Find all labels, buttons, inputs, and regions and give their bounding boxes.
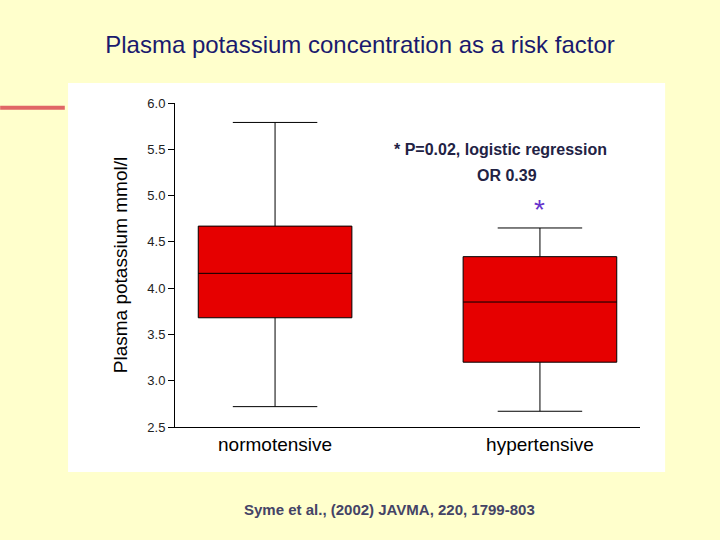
svg-text:3.0: 3.0 [147,373,165,388]
svg-text:2.5: 2.5 [147,420,165,435]
svg-text:* P=0.02, logistic regression: * P=0.02, logistic regression [394,141,607,158]
svg-text:4.5: 4.5 [147,234,165,249]
svg-text:Plasma potassium mmol/l: Plasma potassium mmol/l [110,157,131,373]
svg-text:4.0: 4.0 [147,281,165,296]
svg-text:*: * [534,194,545,225]
svg-text:6.0: 6.0 [147,96,165,111]
svg-text:OR 0.39: OR 0.39 [477,167,537,184]
svg-text:Syme et al., (2002) JAVMA, 220: Syme et al., (2002) JAVMA, 220, 1799-803 [244,501,535,518]
svg-text:hypertensive: hypertensive [486,434,594,455]
svg-text:Plasma potassium concentration: Plasma potassium concentration as a risk… [105,31,615,58]
svg-text:3.5: 3.5 [147,327,165,342]
svg-text:5.0: 5.0 [147,188,165,203]
svg-text:normotensive: normotensive [218,434,332,455]
svg-text:5.5: 5.5 [147,142,165,157]
